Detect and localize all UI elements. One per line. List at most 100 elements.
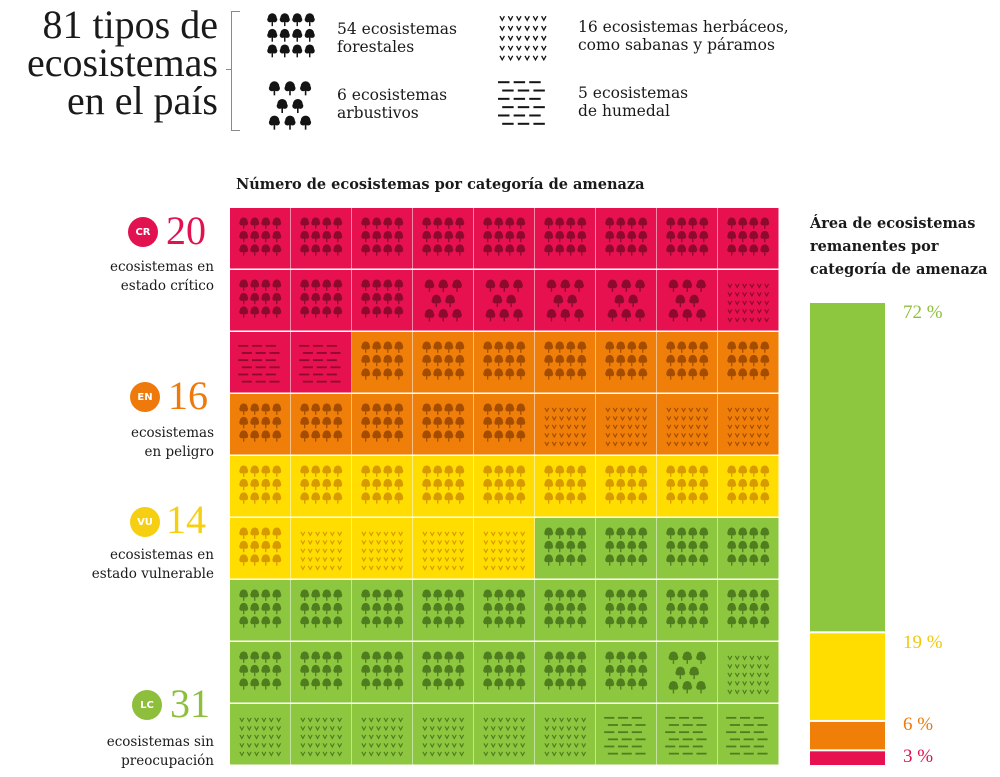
waffle-cell-cr-forest: [657, 208, 718, 269]
waffle-cell-lc-forest: [535, 642, 596, 703]
waffle-cell-lc-wetland: [718, 704, 779, 765]
waffle-cell-lc-wetland: [596, 704, 657, 765]
area-stacked-bar: [810, 303, 885, 765]
desc-en-line2: en peligro: [144, 444, 214, 460]
pct-label-vu: 19 %: [903, 632, 943, 653]
waffle-cell-en-forest: [718, 332, 779, 393]
desc-vu: ecosistemas en estado vulnerable: [2, 546, 214, 584]
area-chart-title: Área de ecosistemas remanentes por categ…: [810, 212, 998, 281]
waffle-cell-vu-forest: [230, 456, 291, 517]
waffle-cell-lc-forest: [291, 642, 352, 703]
pct-label-en: 6 %: [903, 714, 934, 735]
legend-wetland-line2: de humedal: [578, 102, 670, 120]
waffle-cell-cr-forest: [291, 270, 352, 331]
waffle-cell-en-forest: [230, 394, 291, 455]
legend-wetland-line1: 5 ecosistemas: [578, 84, 689, 102]
waffle-cell-cr-forest: [230, 270, 291, 331]
main-title: 81 tipos de ecosistemas en el país: [20, 5, 218, 123]
waffle-cell-cr-forest: [352, 208, 413, 269]
waffle-cell-cr-shrub: [535, 270, 596, 331]
area-bar-vu: [810, 633, 885, 720]
herb-legend-glyph: [499, 15, 547, 62]
waffle-cell-lc-forest: [596, 642, 657, 703]
waffle-cell-cr-wetland: [230, 332, 291, 393]
waffle-cell-en-herb: [718, 394, 779, 455]
waffle-cell-en-forest: [352, 394, 413, 455]
count-en: 16: [168, 373, 208, 418]
legend-wetland-text: 5 ecosistemas de humedal: [578, 84, 688, 120]
waffle-cell-cr-forest: [291, 208, 352, 269]
badge-lc: LC: [132, 690, 162, 720]
waffle-cell-cr-forest: [718, 208, 779, 269]
legend-forest-line2: forestales: [337, 38, 415, 56]
waffle-cell-en-forest: [474, 332, 535, 393]
waffle-cell-cr-shrub: [596, 270, 657, 331]
waffle-cell-lc-forest: [596, 518, 657, 579]
forest-legend-glyph: [267, 13, 315, 58]
waffle-cell-cr-forest: [535, 208, 596, 269]
waffle-cell-vu-forest: [596, 456, 657, 517]
waffle-cell-lc-forest: [291, 580, 352, 641]
waffle-cell-en-forest: [474, 394, 535, 455]
waffle-cell-cr-forest: [413, 208, 474, 269]
waffle-cell-en-forest: [413, 332, 474, 393]
legend-shrub-line1: 6 ecosistemas: [337, 86, 448, 104]
waffle-cell-cr-shrub: [474, 270, 535, 331]
shrub-icon: [268, 81, 312, 130]
desc-cr-line1: ecosistemas en: [109, 259, 214, 275]
waffle-cell-en-forest: [413, 394, 474, 455]
waffle-cell-cr-forest: [352, 270, 413, 331]
title-brace: [231, 11, 240, 131]
count-vu: 14: [166, 497, 206, 542]
waffle-cell-vu-forest: [413, 456, 474, 517]
waffle-cell-cr-shrub: [657, 270, 718, 331]
waffle-cell-lc-forest: [413, 642, 474, 703]
waffle-cell-lc-forest: [352, 580, 413, 641]
badge-vu: VU: [130, 507, 160, 537]
desc-lc-line2: preocupación: [121, 753, 214, 769]
badge-en: EN: [130, 382, 160, 412]
area-bar-en: [810, 721, 885, 750]
title-line-3: en el país: [66, 78, 218, 123]
waffle-cell-lc-forest: [718, 518, 779, 579]
desc-lc-line1: ecosistemas sin: [106, 734, 214, 750]
waffle-cell-cr-wetland: [291, 332, 352, 393]
waffle-cell-lc-shrub: [657, 642, 718, 703]
area-title-line3: categoría de amenaza: [810, 261, 988, 278]
desc-vu-line2: estado vulnerable: [91, 566, 214, 582]
waffle-cell-lc-forest: [535, 518, 596, 579]
desc-en: ecosistemas en peligro: [2, 424, 214, 462]
waffle-cell-lc-forest: [718, 580, 779, 641]
area-title-line2: remanentes por: [810, 238, 939, 255]
waffle-cell-vu-herb: [474, 518, 535, 579]
waffle-cell-lc-herb: [352, 704, 413, 765]
pct-label-lc: 72 %: [903, 302, 943, 323]
waffle-cell-cr-herb: [718, 270, 779, 331]
grid-title: Número de ecosistemas por categoría de a…: [236, 176, 645, 193]
waffle-cell-vu-forest: [352, 456, 413, 517]
waffle-cell-en-herb: [535, 394, 596, 455]
waffle-cell-lc-wetland: [657, 704, 718, 765]
waffle-cell-lc-forest: [474, 580, 535, 641]
shrub-legend-glyph: [268, 81, 312, 130]
title-line-2: ecosistemas: [26, 40, 218, 85]
waffle-cell-vu-forest: [230, 518, 291, 579]
waffle-cell-en-forest: [596, 332, 657, 393]
desc-cr: ecosistemas en estado crítico: [2, 258, 214, 296]
waffle-cell-vu-forest: [291, 456, 352, 517]
pct-label-cr: 3 %: [903, 746, 934, 767]
title-line-1: 81 tipos de: [42, 2, 218, 47]
desc-cr-line2: estado crítico: [120, 278, 214, 294]
waffle-cell-lc-herb: [474, 704, 535, 765]
waffle-cell-en-forest: [352, 332, 413, 393]
waffle-cell-lc-forest: [657, 580, 718, 641]
count-lc: 31: [170, 681, 210, 726]
area-title-line1: Área de ecosistemas: [810, 215, 976, 232]
waffle-cell-lc-herb: [291, 704, 352, 765]
waffle-cell-lc-forest: [535, 580, 596, 641]
wetland-icon: [498, 81, 545, 125]
forest-icon: [267, 13, 315, 58]
wetland-legend-glyph: [498, 81, 545, 125]
waffle-grid: [230, 208, 779, 765]
title-brace-tip: [226, 69, 232, 70]
